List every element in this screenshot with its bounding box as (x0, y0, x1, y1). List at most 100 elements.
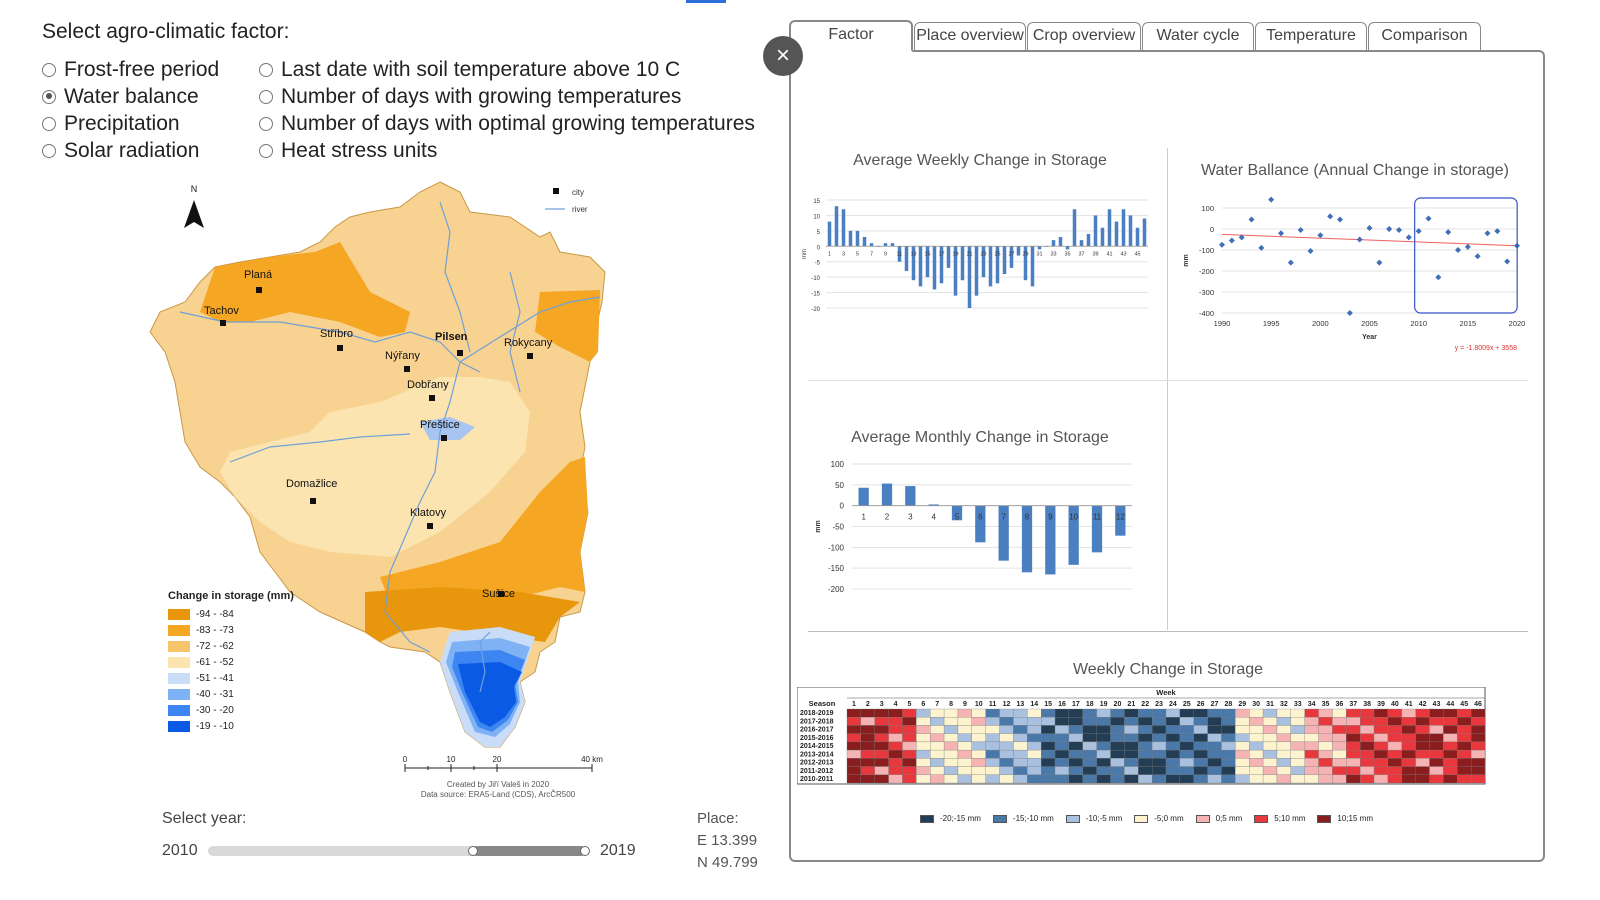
heatmap-cell (1041, 725, 1056, 734)
factor-option-water-balance[interactable]: Water balance (42, 83, 219, 110)
heatmap-cell (1262, 733, 1278, 743)
heatmap-cell (943, 766, 959, 775)
heatmap-cell (888, 717, 903, 726)
heatmap-cell (1387, 749, 1402, 759)
heatmap-week-label: 22 (1141, 701, 1149, 708)
x-tick-label: 1 (828, 251, 831, 257)
heatmap-cell (1429, 766, 1444, 775)
legend-label: -30 - -20 (196, 704, 234, 716)
factor-option-soil-temp-date[interactable]: Last date with soil temperature above 10… (259, 56, 755, 83)
x-tick-label: 35 (1064, 251, 1070, 257)
heatmap-cell (957, 708, 972, 718)
tab-factor[interactable]: Factor (789, 20, 913, 52)
tab-water-cycle[interactable]: Water cycle (1142, 22, 1254, 50)
heatmap-cell (1401, 774, 1416, 784)
bar (951, 505, 963, 521)
factor-option-optimal-growing-days[interactable]: Number of days with optimal growing temp… (259, 110, 755, 137)
legend-row: -19 - -10 (168, 718, 294, 734)
heatmap-cell (985, 766, 1000, 775)
heatmap-cell (1276, 733, 1291, 743)
heatmap-cell (1401, 717, 1416, 726)
tab-crop-overview[interactable]: Crop overview (1027, 22, 1141, 50)
tab-comparison[interactable]: Comparison (1368, 22, 1481, 50)
heatmap-cell (1082, 733, 1097, 743)
scatter-point (1445, 229, 1452, 236)
heatmap-title: Weekly Change in Storage (1072, 661, 1264, 678)
x-tick-label: 29 (1022, 251, 1028, 257)
x-tick-label: 2010 (1410, 319, 1427, 328)
heatmap-cell (1124, 758, 1139, 767)
heatmap-cell (1110, 733, 1125, 743)
heatmap-week-label: 4 (894, 701, 898, 708)
heatmap-cell (846, 758, 862, 767)
factor-options-col1: Frost-free period Water balance Precipit… (42, 56, 219, 164)
x-tick-label: 27 (1008, 251, 1014, 257)
heatmap-cell (1124, 717, 1139, 726)
region-map[interactable]: N city river 0 10 20 40 km Planá Tachov … (140, 172, 630, 812)
scatter-point (1415, 228, 1422, 235)
heatmap-cell (888, 725, 903, 734)
heatmap-cell (1318, 717, 1333, 726)
bar (841, 209, 846, 247)
heatmap-season-label: 2012-2013 (800, 760, 834, 767)
heatmap-cell (1235, 749, 1250, 759)
factor-option-heat-stress[interactable]: Heat stress units (259, 137, 755, 164)
heatmap-cell (1165, 725, 1181, 734)
factor-option-growing-days[interactable]: Number of days with growing temperatures (259, 83, 755, 110)
heatmap-cell (1138, 733, 1153, 743)
heatmap-cell (1235, 708, 1250, 718)
heatmap-cell (1221, 741, 1236, 751)
bar (918, 246, 923, 287)
year-slider-end-handle[interactable] (580, 846, 590, 856)
year-slider-start-handle[interactable] (468, 846, 478, 856)
heatmap-cell (971, 733, 986, 743)
heatmap-cell (1262, 749, 1278, 759)
factor-option-solar-radiation[interactable]: Solar radiation (42, 137, 219, 164)
bar (1128, 215, 1133, 247)
factor-option-frost-free[interactable]: Frost-free period (42, 56, 219, 83)
heatmap-cell (957, 766, 972, 775)
heatmap-cell (1304, 741, 1319, 751)
bar (1107, 209, 1112, 247)
scatter-point (1238, 234, 1245, 241)
city-label-rokycany: Rokycany (504, 337, 553, 349)
heatmap-cell (999, 766, 1014, 775)
heatmap-cell (874, 741, 889, 751)
x-tick-label: 19 (952, 251, 958, 257)
heatmap-week-label: 7 (935, 701, 939, 708)
heatmap-cell (1124, 766, 1139, 775)
heatmap-cell (1443, 725, 1458, 734)
heatmap-week-label: 27 (1211, 701, 1219, 708)
city-key-icon (553, 188, 559, 194)
y-axis-label: mm (815, 520, 822, 532)
bar (1030, 246, 1035, 287)
heatmap-cell (860, 741, 875, 751)
heatmap-cell (1318, 749, 1333, 759)
close-icon[interactable]: × (763, 36, 803, 76)
heatmap-legend-swatch (1065, 814, 1080, 823)
heatmap-cell (888, 766, 903, 775)
heatmap-cell (1235, 733, 1250, 743)
scatter-point (1356, 236, 1363, 243)
heatmap-cell (1179, 733, 1194, 743)
heatmap-cell (1304, 749, 1319, 759)
heatmap-cell (1470, 774, 1486, 784)
tab-place-overview[interactable]: Place overview (914, 22, 1026, 50)
heatmap-cell (902, 766, 917, 775)
tab-temperature[interactable]: Temperature (1255, 22, 1367, 50)
heatmap-cell (874, 717, 889, 726)
bar (939, 246, 944, 284)
heatmap-cell (1165, 758, 1181, 767)
heatmap-cell (1110, 725, 1125, 734)
factor-option-precipitation[interactable]: Precipitation (42, 110, 219, 137)
scatter-point (1307, 248, 1314, 255)
year-slider-track[interactable] (208, 846, 588, 856)
heatmap-cell (1332, 733, 1347, 743)
heatmap-cell (1276, 766, 1291, 775)
heatmap-cell (957, 758, 972, 767)
heatmap-cell (1401, 725, 1416, 734)
heatmap-cell (1276, 749, 1291, 759)
heatmap-cell (1041, 758, 1056, 767)
heatmap-cell (1235, 741, 1250, 751)
year-slider-max: 2019 (600, 842, 636, 859)
